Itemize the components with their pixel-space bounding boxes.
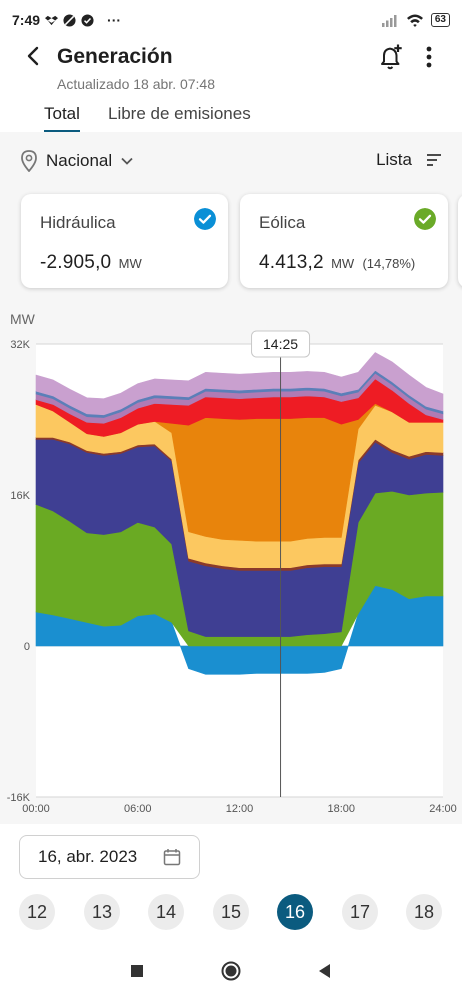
home-circle-icon[interactable] xyxy=(220,960,242,982)
status-bar: 7:49 ··· 63 xyxy=(0,0,462,40)
card-value-number: -2.905,0 xyxy=(40,252,112,273)
sort-list-icon xyxy=(427,154,441,166)
source-card-hidraulica[interactable]: Hidráulica -2.905,0 MW xyxy=(21,194,228,288)
card-value-number: 4.413,2 xyxy=(259,252,324,273)
y-tick-label: 0 xyxy=(24,641,30,653)
add-alert-bell-icon[interactable] xyxy=(378,43,404,71)
day-13[interactable]: 13 xyxy=(84,894,120,930)
view-selector[interactable]: Lista xyxy=(376,150,442,170)
check-circle-icon xyxy=(81,13,94,27)
location-pin-icon xyxy=(21,150,37,172)
region-selector[interactable]: Nacional xyxy=(20,150,134,172)
card-value: -2.905,0 MW xyxy=(40,252,142,274)
card-source-name: Hidráulica xyxy=(40,213,116,232)
card-source-name: Eólica xyxy=(259,213,306,232)
checked-icon[interactable] xyxy=(194,208,216,230)
view-label: Lista xyxy=(376,150,412,169)
y-tick-label: -16K xyxy=(7,792,31,804)
card-value-unit: MW xyxy=(118,256,142,271)
back-triangle-icon[interactable] xyxy=(314,960,336,982)
status-more: ··· xyxy=(107,12,122,28)
day-15[interactable]: 15 xyxy=(213,894,249,930)
date-selector-panel: 16, abr. 2023 12 13 14 15 16 17 18 xyxy=(0,824,462,1000)
x-tick-label: 24:00 xyxy=(429,803,457,815)
series-area-0 xyxy=(35,585,444,675)
source-card-eolica[interactable]: Eólica 4.413,2 MW (14,78%) xyxy=(240,194,448,288)
chevron-down-icon xyxy=(121,157,133,165)
time-cursor-label: 14:25 xyxy=(263,336,298,352)
tab-libre-de-emisiones[interactable]: Libre de emisiones xyxy=(108,104,251,123)
day-17[interactable]: 17 xyxy=(342,894,378,930)
y-tick-label: 16K xyxy=(10,490,30,502)
source-card-next[interactable] xyxy=(458,194,462,288)
region-label: Nacional xyxy=(46,151,113,170)
time-cursor-badge[interactable] xyxy=(251,330,311,358)
tab-total[interactable]: Total xyxy=(44,104,80,132)
page-title: Generación xyxy=(57,45,173,68)
card-value: 4.413,2 MW (14,78%) xyxy=(259,252,415,274)
card-value-percent: (14,78%) xyxy=(362,256,416,271)
last-updated: Actualizado 18 abr. 07:48 xyxy=(57,76,216,92)
status-left: 7:49 ··· xyxy=(12,12,121,28)
day-strip: 12 13 14 15 16 17 18 xyxy=(0,894,462,934)
wifi-icon xyxy=(406,14,423,27)
day-12[interactable]: 12 xyxy=(19,894,55,930)
system-nav-bar xyxy=(0,944,462,1000)
dropbox-icon xyxy=(45,15,59,25)
date-field[interactable]: 16, abr. 2023 xyxy=(19,835,200,879)
calendar-icon[interactable] xyxy=(163,848,181,866)
checked-icon[interactable] xyxy=(414,208,436,230)
signal-icon xyxy=(381,15,397,27)
tab-bar: Total Libre de emisiones xyxy=(0,104,462,132)
day-16[interactable]: 16 xyxy=(277,894,313,930)
date-value: 16, abr. 2023 xyxy=(38,847,138,866)
x-tick-label: 00:00 xyxy=(22,803,50,815)
app-header: Generación Actualizado 18 abr. 07:48 Tot… xyxy=(0,40,462,132)
back-arrow-icon[interactable] xyxy=(22,44,46,68)
more-vert-icon[interactable] xyxy=(420,44,438,70)
generation-chart[interactable]: MW 32K 16K 0 -16K 00:00 06:00 12:00 18:00 24:00 14… xyxy=(0,300,462,824)
day-14[interactable]: 14 xyxy=(148,894,184,930)
x-tick-label: 06:00 xyxy=(124,803,152,815)
content-area: Nacional Lista Hidráulica -2.905,0 MW Eó… xyxy=(0,132,462,824)
dnd-icon xyxy=(63,13,76,27)
y-axis-unit-label: MW xyxy=(10,311,36,327)
day-18[interactable]: 18 xyxy=(406,894,442,930)
recents-square-icon[interactable] xyxy=(126,960,148,982)
x-tick-label: 12:00 xyxy=(226,803,254,815)
series-area-9 xyxy=(35,352,444,416)
battery-indicator: 63 xyxy=(430,13,450,27)
x-tick-label: 18:00 xyxy=(327,803,355,815)
card-value-unit: MW xyxy=(331,256,355,271)
y-tick-label: 32K xyxy=(10,339,30,351)
status-time: 7:49 xyxy=(12,12,41,28)
status-right: 63 xyxy=(381,13,450,27)
